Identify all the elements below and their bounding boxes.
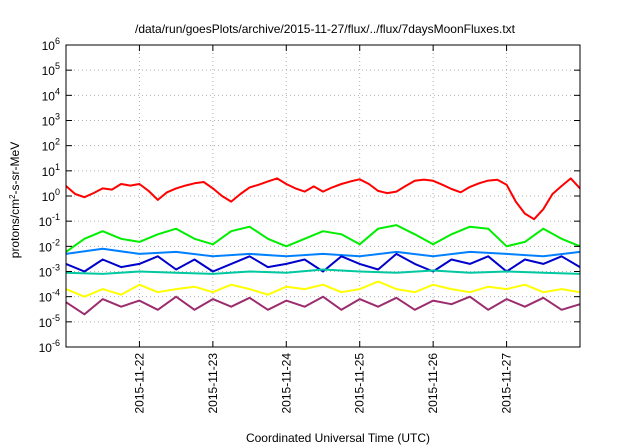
y-axis-label-base: protons/cm <box>8 199 22 258</box>
y-tick-label-exponent: 1 <box>55 162 60 172</box>
y-tick-label: 102 <box>42 137 60 154</box>
y-axis-label-sup: 2 <box>8 194 17 199</box>
chart-title: /data/run/goesPlots/archive/2015-11-27/f… <box>135 22 516 36</box>
y-tick-label-base: 10 <box>39 316 53 330</box>
y-tick-label-base: 10 <box>42 89 56 103</box>
y-tick-label-base: 10 <box>39 240 53 254</box>
y-tick-label-base: 10 <box>42 165 56 179</box>
y-axis-label: protons/cm2-s-sr-MeV <box>8 142 23 258</box>
x-tick-label: 2015-11-25 <box>353 353 367 414</box>
x-tick-label: 2015-11-26 <box>426 353 440 414</box>
y-tick-label: 10-1 <box>39 212 60 229</box>
x-tick-label: 2015-11-22 <box>132 353 146 414</box>
series-line-4 <box>65 252 581 273</box>
y-axis-label-rest: -s-sr-MeV <box>8 142 22 195</box>
y-tick-label: 10-6 <box>39 338 60 355</box>
y-tick-label: 101 <box>42 162 60 179</box>
y-tick-label: 10-2 <box>39 237 60 254</box>
y-tick-label-exponent: 3 <box>55 112 60 122</box>
y-tick-label: 10-3 <box>39 263 60 280</box>
x-tick-label: 2015-11-24 <box>279 353 293 414</box>
series-line-2 <box>65 224 581 253</box>
y-tick-label-base: 10 <box>42 39 56 53</box>
y-tick-label-base: 10 <box>42 115 56 129</box>
series-line-6 <box>65 280 581 298</box>
y-tick-label-exponent: 2 <box>55 137 60 147</box>
y-tick-label-exponent: -4 <box>52 288 60 298</box>
series-lines <box>65 177 581 316</box>
y-tick-label-exponent: 6 <box>55 36 60 46</box>
y-tick-label-base: 10 <box>42 190 56 204</box>
y-tick-label: 100 <box>42 187 60 204</box>
plot-frame <box>65 44 581 348</box>
y-tick-label-base: 10 <box>39 215 53 229</box>
y-tick-label-exponent: -6 <box>52 338 60 348</box>
x-tick-label: 2015-11-23 <box>206 353 220 414</box>
series-line-3 <box>65 247 581 258</box>
y-tick-label-base: 10 <box>39 341 53 355</box>
y-tick-label-base: 10 <box>42 64 56 78</box>
y-tick-label-exponent: -1 <box>52 212 60 222</box>
x-tick-label: 2015-11-27 <box>500 353 514 414</box>
x-axis-label: Coordinated Universal Time (UTC) <box>246 431 430 445</box>
y-tick-label-exponent: 4 <box>55 86 60 96</box>
axes: 10-610-510-410-310-210-11001011021031041… <box>39 36 581 414</box>
y-tick-label-base: 10 <box>39 291 53 305</box>
y-tick-label: 10-5 <box>39 313 60 330</box>
y-tick-label-exponent: -3 <box>52 263 60 273</box>
y-tick-label-base: 10 <box>42 140 56 154</box>
y-tick-label: 106 <box>42 36 60 53</box>
y-tick-label-exponent: 5 <box>55 61 60 71</box>
y-tick-label-base: 10 <box>39 266 53 280</box>
series-line-5 <box>65 268 581 275</box>
y-tick-label: 10-4 <box>39 288 60 305</box>
y-tick-label-exponent: 0 <box>55 187 60 197</box>
series-line-7 <box>65 295 581 316</box>
y-tick-label: 103 <box>42 112 60 129</box>
y-tick-label-exponent: -5 <box>52 313 60 323</box>
y-tick-label-exponent: -2 <box>52 237 60 247</box>
series-line-1 <box>65 177 581 221</box>
gridlines <box>66 45 580 347</box>
y-tick-label: 104 <box>42 86 60 103</box>
y-tick-label: 105 <box>42 61 60 78</box>
